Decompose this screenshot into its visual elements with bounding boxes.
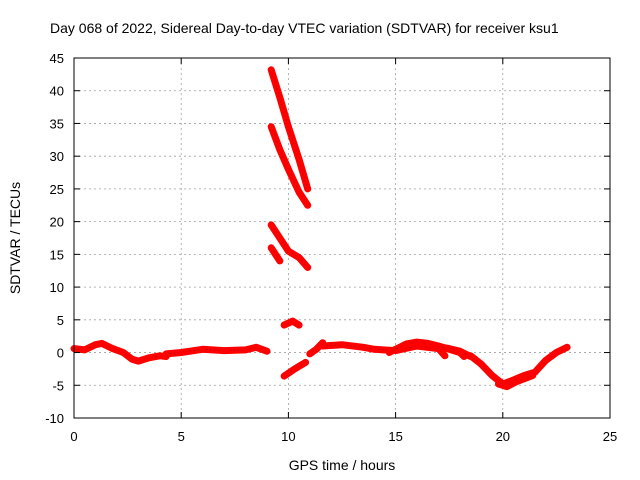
data-point bbox=[253, 344, 260, 351]
data-point bbox=[319, 342, 326, 350]
data-point bbox=[263, 348, 271, 355]
x-axis-title: GPS time / hours bbox=[289, 457, 396, 473]
data-layer bbox=[70, 66, 571, 391]
x-tick-label: 0 bbox=[70, 429, 77, 444]
data-point bbox=[295, 254, 303, 261]
data-point bbox=[495, 380, 502, 388]
data-point bbox=[521, 375, 528, 382]
axes: 0 5 10 15 20 25 -10 -5 0 5 10 15 20 25 30 35 40 45 bbox=[45, 51, 617, 444]
data-point bbox=[135, 357, 142, 365]
x-tick-label: 15 bbox=[388, 429, 402, 444]
data-point bbox=[81, 346, 88, 354]
series-track-e-texture bbox=[270, 224, 309, 268]
data-point bbox=[291, 365, 298, 373]
data-point bbox=[285, 247, 292, 255]
data-point bbox=[276, 94, 283, 101]
data-point bbox=[456, 348, 464, 355]
data-point bbox=[156, 352, 163, 359]
data-point bbox=[128, 355, 136, 363]
data-point bbox=[424, 340, 431, 347]
data-point bbox=[268, 221, 275, 229]
data-point bbox=[199, 346, 206, 353]
data-point bbox=[276, 146, 283, 153]
data-point bbox=[338, 341, 346, 348]
data-point bbox=[92, 341, 99, 348]
y-tick-label: -10 bbox=[45, 411, 64, 426]
data-point bbox=[403, 340, 410, 348]
data-point bbox=[512, 378, 519, 386]
data-point bbox=[280, 372, 288, 380]
y-tick-label: -5 bbox=[52, 378, 64, 393]
y-tick-label: 10 bbox=[50, 280, 64, 295]
data-point bbox=[295, 321, 303, 329]
data-point bbox=[542, 357, 549, 364]
data-point bbox=[268, 244, 275, 251]
data-point bbox=[280, 321, 288, 329]
data-point bbox=[163, 350, 170, 358]
plot-frame bbox=[73, 57, 611, 419]
y-tick-label: 25 bbox=[50, 182, 64, 197]
data-point bbox=[98, 340, 106, 347]
data-point bbox=[553, 349, 560, 356]
data-point bbox=[285, 123, 292, 130]
data-point bbox=[306, 350, 313, 358]
data-point bbox=[488, 372, 496, 379]
chart-title: Day 068 of 2022, Sidereal Day-to-day VTE… bbox=[50, 20, 559, 36]
data-point bbox=[431, 342, 438, 350]
y-tick-label: 20 bbox=[50, 215, 64, 230]
data-point bbox=[120, 349, 127, 356]
y-tick-label: 5 bbox=[57, 313, 64, 328]
data-point bbox=[386, 349, 393, 356]
data-point bbox=[289, 317, 296, 325]
x-tick-label: 10 bbox=[281, 429, 295, 444]
x-tick-label: 25 bbox=[603, 429, 617, 444]
y-tick-label: 15 bbox=[50, 247, 64, 262]
data-point bbox=[313, 346, 320, 353]
data-point bbox=[145, 354, 153, 361]
data-point bbox=[276, 257, 283, 265]
series-track-d-texture bbox=[270, 126, 309, 206]
data-point bbox=[304, 202, 311, 209]
grid bbox=[74, 58, 610, 418]
x-tick-label: 20 bbox=[496, 429, 510, 444]
data-point bbox=[295, 156, 303, 163]
data-point bbox=[268, 123, 275, 130]
series-track-a bbox=[70, 339, 170, 365]
data-point bbox=[467, 352, 474, 359]
data-point bbox=[220, 347, 228, 354]
data-point bbox=[446, 345, 453, 352]
data-point bbox=[441, 352, 449, 359]
data-point bbox=[478, 361, 485, 368]
data-point bbox=[304, 185, 311, 193]
data-point bbox=[563, 344, 571, 351]
data-point bbox=[503, 383, 511, 390]
data-point bbox=[285, 166, 292, 173]
y-tick-label: 30 bbox=[50, 149, 64, 164]
data-point bbox=[304, 264, 311, 271]
data-point bbox=[413, 338, 421, 346]
data-point bbox=[295, 189, 303, 196]
data-point bbox=[371, 346, 378, 353]
data-point bbox=[276, 234, 283, 242]
x-tick-label: 5 bbox=[178, 429, 185, 444]
y-tick-label: 35 bbox=[50, 116, 64, 131]
data-point bbox=[360, 344, 367, 351]
y-axis-title: SDTVAR / TECUs bbox=[7, 182, 23, 294]
series-track-l-texture bbox=[433, 345, 472, 357]
y-tick-label: 40 bbox=[50, 84, 64, 99]
y-tick-label: 45 bbox=[50, 51, 64, 66]
series-track-c-texture bbox=[270, 69, 309, 190]
data-point bbox=[109, 345, 116, 352]
y-tick-label: 0 bbox=[57, 346, 64, 361]
data-point bbox=[178, 349, 185, 356]
data-point bbox=[302, 359, 309, 366]
data-point bbox=[529, 372, 536, 379]
data-point bbox=[268, 66, 275, 74]
data-point bbox=[242, 346, 249, 354]
